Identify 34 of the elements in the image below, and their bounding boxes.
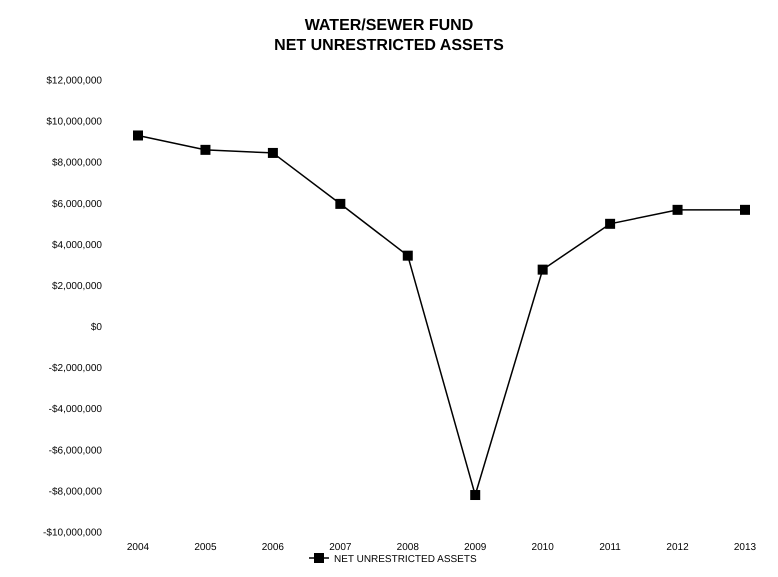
x-tick-label: 2005 xyxy=(194,542,218,553)
point xyxy=(672,204,683,215)
y-tick-label: $8,000,000 xyxy=(52,158,102,169)
x-tick-label: 2006 xyxy=(262,542,284,553)
point xyxy=(268,148,278,158)
point xyxy=(200,144,210,155)
y-tick-label: -$10,000,000 xyxy=(43,528,102,538)
y-tick-label: -$8,000,000 xyxy=(48,486,102,498)
point xyxy=(538,264,548,275)
point xyxy=(740,204,750,215)
y-tick-label: $12,000,000 xyxy=(46,76,102,86)
point xyxy=(470,490,480,500)
x-tick-label: 2004 xyxy=(126,542,150,553)
legend-label: NET UNRESTRICTED ASSETS xyxy=(334,554,477,565)
point xyxy=(133,130,143,140)
chart-title: WATER/SEWER FUND NET UNRESTRICTED ASSETS xyxy=(274,17,504,54)
x-tick-label: 2013 xyxy=(734,542,757,553)
x-tick-label: 2007 xyxy=(329,542,352,553)
y-tick-label: $2,000,000 xyxy=(52,280,102,292)
y-tick-label: -$4,000,000 xyxy=(48,404,102,416)
y-tick-label: $0 xyxy=(90,322,102,334)
x-tick-label: 2010 xyxy=(532,542,554,553)
x-tick-label: 2009 xyxy=(464,542,487,553)
x-tick-label: 2011 xyxy=(599,542,622,553)
y-tick-label: $4,000,000 xyxy=(52,240,102,251)
x-tick-label: 2008 xyxy=(396,542,420,553)
point xyxy=(402,250,413,261)
y-tick-label: -$6,000,000 xyxy=(48,445,102,456)
y-tick-label: $6,000,000 xyxy=(52,198,102,210)
y-tick-label: $10,000,000 xyxy=(46,116,102,128)
point xyxy=(335,198,346,209)
x-tick-label: 2012 xyxy=(666,542,690,553)
y-tick-label: -$2,000,000 xyxy=(48,363,102,374)
point xyxy=(605,218,616,229)
